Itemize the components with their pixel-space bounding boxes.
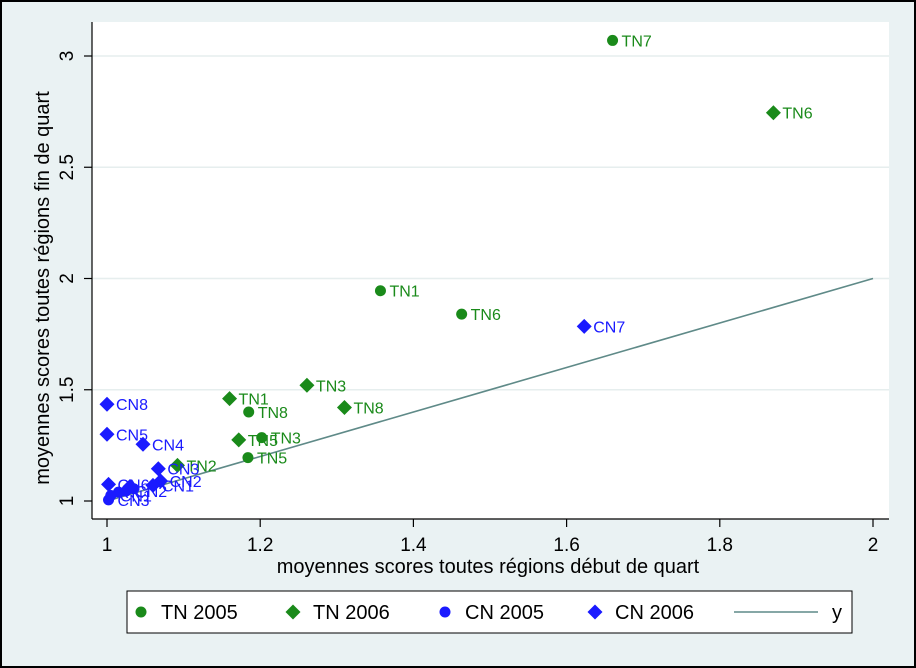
point-label: TN1 (389, 284, 419, 301)
data-point (299, 377, 315, 393)
legend-label: CN 2006 (615, 602, 694, 624)
x-ticks: 1 1.2 1.4 1.6 1.8 2 (102, 519, 879, 556)
y-tick-label: 3 (57, 51, 78, 62)
point-label: TN5 (257, 451, 287, 468)
point-label: TN7 (622, 33, 652, 50)
data-points: TN7TN1TN6TN8TN3TN5TN6TN3TN8TN1TN5TN2CN3C… (99, 33, 813, 510)
point-label: TN8 (258, 405, 288, 422)
data-point (576, 318, 592, 334)
x-tick-label: 1.8 (707, 535, 733, 556)
data-point (222, 391, 238, 407)
data-point (607, 34, 619, 46)
data-point (122, 479, 138, 495)
point-label: CN4 (152, 437, 184, 454)
point-label: TN6 (782, 106, 812, 123)
point-label: CN7 (593, 319, 625, 336)
legend-box (126, 590, 853, 634)
data-point (99, 396, 115, 412)
legend: TN 2005 TN 2006 CN 2005 CN 2006 y (135, 602, 842, 624)
legend-marker (135, 606, 147, 618)
data-point (374, 285, 386, 297)
y-tick-label: 2.5 (57, 154, 78, 180)
data-point (112, 486, 124, 498)
axes (91, 22, 889, 520)
data-point (101, 476, 117, 492)
legend-marker (285, 604, 301, 620)
y-ticks: 1 1.5 2 2.5 3 (57, 51, 92, 507)
data-point (169, 457, 185, 473)
data-point (145, 477, 161, 493)
data-point (765, 105, 781, 121)
point-label: CN8 (116, 397, 148, 414)
legend-marker (439, 606, 451, 618)
point-label: TN8 (353, 401, 383, 418)
point-label: CN2 (170, 474, 202, 491)
x-axis-title: moyennes scores toutes régions début de … (277, 556, 700, 578)
plot-area (92, 22, 889, 519)
point-label: CN3 (167, 462, 199, 479)
point-label: TN6 (471, 307, 501, 324)
legend-label: TN 2005 (161, 602, 238, 624)
legend-label: CN 2005 (465, 602, 544, 624)
y-tick-label: 1 (57, 496, 78, 507)
point-label: TN2 (186, 458, 216, 475)
data-point (243, 406, 255, 418)
data-point (336, 400, 352, 416)
y-axis-title: moyennes scores toutes régions fin de qu… (32, 91, 54, 485)
x-tick-label: 1.2 (247, 535, 273, 556)
point-label: TN5 (248, 433, 278, 450)
reference-line (106, 277, 874, 502)
data-point (99, 426, 115, 442)
data-point (150, 461, 166, 477)
x-tick-label: 1.6 (553, 535, 579, 556)
data-point (456, 308, 468, 320)
y-tick-label: 1.5 (57, 377, 78, 403)
x-tick-label: 1.4 (400, 535, 427, 556)
point-label: TN3 (271, 431, 301, 448)
legend-marker (587, 604, 603, 620)
reference-line-y (106, 277, 874, 502)
x-tick-label: 2 (868, 535, 879, 556)
y-tick-label: 2 (57, 273, 78, 284)
data-point (135, 436, 151, 452)
point-label: CN2 (135, 484, 167, 501)
data-point (256, 432, 268, 444)
point-label: CN3 (118, 493, 150, 510)
point-label: CN1 (162, 478, 194, 495)
x-tick-label: 1 (102, 535, 113, 556)
point-label: TN3 (316, 378, 346, 395)
legend-label: TN 2006 (313, 602, 390, 624)
data-point (231, 432, 247, 448)
point-label: TN1 (239, 392, 269, 409)
legend-label: y (832, 602, 842, 624)
data-point (242, 452, 254, 464)
